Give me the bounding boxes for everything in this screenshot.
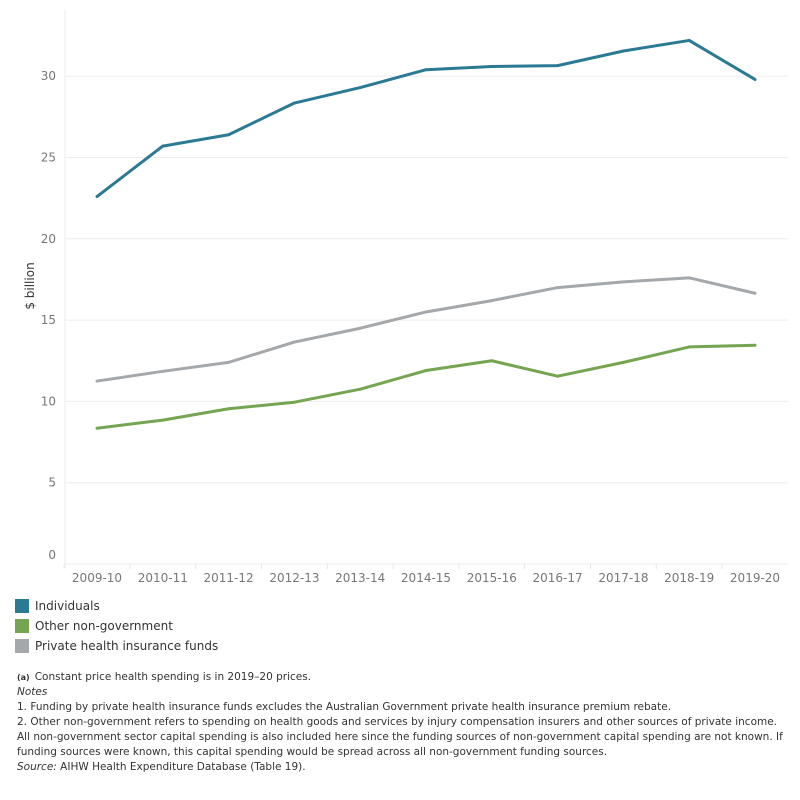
data-point[interactable] [292, 340, 296, 344]
y-tick-label: 15 [41, 313, 56, 327]
data-point[interactable] [292, 400, 296, 404]
data-point[interactable] [687, 345, 691, 349]
x-tick-label: 2010-11 [138, 571, 188, 585]
data-point[interactable] [556, 286, 560, 290]
line-chart: 0 5 10 15 20 25 30 2009-10 2010-11 2011-12 2012-1… [23, 10, 788, 585]
y-tick-label: 10 [41, 394, 56, 408]
data-point[interactable] [687, 276, 691, 280]
legend-swatch [15, 639, 29, 653]
data-point[interactable] [227, 133, 231, 137]
y-tick-label: 30 [41, 69, 56, 83]
x-tick-label: 2012-13 [269, 571, 319, 585]
x-tick-label: 2015-16 [467, 571, 517, 585]
x-tick-label: 2018-19 [664, 571, 714, 585]
note-1: 1. Funding by private health insurance f… [17, 701, 672, 713]
legend: Individuals Other non-government Private… [15, 596, 218, 656]
data-point[interactable] [358, 387, 362, 391]
data-point[interactable] [621, 49, 625, 53]
data-point[interactable] [227, 360, 231, 364]
legend-item-individuals[interactable]: Individuals [15, 596, 218, 616]
data-point[interactable] [358, 326, 362, 330]
legend-label: Private health insurance funds [35, 639, 219, 653]
data-point[interactable] [687, 38, 691, 42]
series-line-private-health-insurance-funds[interactable] [96, 276, 756, 383]
note-2: 2. Other non-government refers to spendi… [17, 716, 783, 758]
x-tick-label: 2016-17 [533, 571, 583, 585]
data-point[interactable] [424, 68, 428, 72]
legend-swatch [15, 599, 29, 613]
data-point[interactable] [95, 379, 99, 383]
legend-item-private-health-insurance[interactable]: Private health insurance funds [15, 636, 218, 656]
data-point[interactable] [227, 407, 231, 411]
data-point[interactable] [424, 369, 428, 373]
legend-swatch [15, 619, 29, 633]
notes-heading: Notes [17, 686, 48, 698]
data-point[interactable] [556, 64, 560, 68]
x-tick-label: 2013-14 [335, 571, 385, 585]
y-tick-label: 5 [48, 476, 56, 490]
legend-item-other-non-government[interactable]: Other non-government [15, 616, 218, 636]
x-tick-label: 2017-18 [598, 571, 648, 585]
data-point[interactable] [358, 86, 362, 90]
series-line-individuals[interactable] [96, 38, 756, 198]
data-point[interactable] [292, 101, 296, 105]
data-point[interactable] [161, 144, 165, 148]
x-tick-label: 2009-10 [72, 571, 122, 585]
notes: (a) Constant price health spending is in … [17, 670, 787, 775]
data-point[interactable] [161, 418, 165, 422]
data-point[interactable] [753, 291, 757, 295]
data-point[interactable] [621, 280, 625, 284]
y-tick-label: 25 [41, 151, 56, 165]
data-point[interactable] [95, 195, 99, 199]
x-tick-label: 2019-20 [730, 571, 780, 585]
series-line-other-non-government[interactable] [96, 343, 756, 430]
x-tick-label: 2014-15 [401, 571, 451, 585]
y-axis-label: $ billion [23, 262, 37, 309]
footnote: (a) Constant price health spending is in … [17, 671, 312, 683]
data-point[interactable] [95, 426, 99, 430]
y-tick-label: 20 [41, 232, 56, 246]
data-point[interactable] [424, 310, 428, 314]
x-tick-label: 2011-12 [204, 571, 254, 585]
data-point[interactable] [753, 343, 757, 347]
data-point[interactable] [621, 360, 625, 364]
data-point[interactable] [556, 374, 560, 378]
source: Source: AIHW Health Expenditure Database… [17, 761, 306, 773]
data-point[interactable] [490, 64, 494, 68]
data-point[interactable] [753, 77, 757, 81]
legend-label: Individuals [35, 599, 100, 613]
data-point[interactable] [490, 299, 494, 303]
data-point[interactable] [490, 359, 494, 363]
y-tick-label: 0 [48, 548, 56, 562]
data-point[interactable] [161, 369, 165, 373]
legend-label: Other non-government [35, 619, 173, 633]
